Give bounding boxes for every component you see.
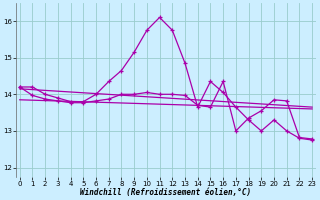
X-axis label: Windchill (Refroidissement éolien,°C): Windchill (Refroidissement éolien,°C) [80,188,252,197]
